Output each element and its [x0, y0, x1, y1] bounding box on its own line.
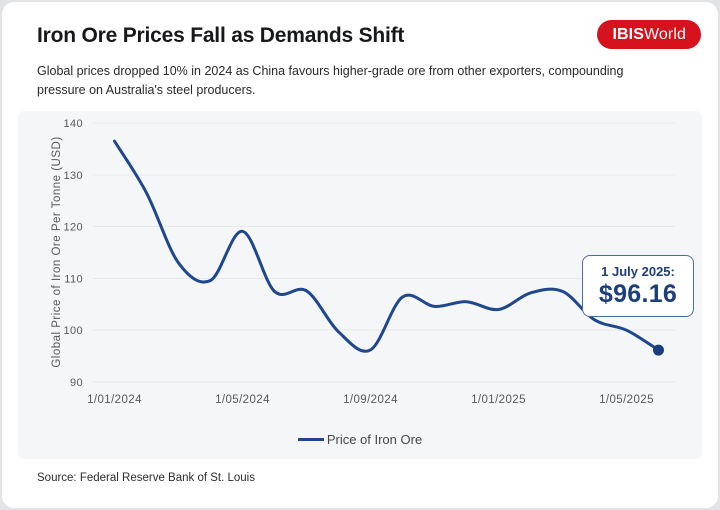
y-tick-label: 90 [70, 377, 83, 389]
logo-text-regular: World [644, 25, 686, 43]
y-tick-label: 100 [63, 325, 83, 337]
annotation-box: 1 July 2025: $96.16 [582, 255, 694, 317]
x-tick-label: 1/01/2024 [87, 394, 142, 406]
ibisworld-logo: IBIS World [597, 20, 701, 49]
x-tick-label: 1/05/2024 [215, 394, 270, 406]
end-point-marker [653, 344, 664, 356]
y-tick-label: 130 [63, 170, 83, 182]
line-chart: 90 100 110 120 130 140 1/01/2024 1/05/2024 1/09/… [63, 118, 675, 406]
y-tick-label: 120 [63, 222, 83, 234]
source-text: Source: Federal Reserve Bank of St. Loui… [37, 472, 255, 484]
chart-panel: 90 100 110 120 130 140 1/01/2024 1/05/2024 1/09/… [18, 111, 702, 459]
logo-text-bold: IBIS [612, 25, 644, 43]
y-tick-label: 110 [64, 273, 83, 285]
x-tick-label: 1/01/2025 [471, 394, 526, 406]
annotation-date: 1 July 2025: [601, 263, 675, 279]
y-tick-label: 140 [63, 118, 83, 130]
y-axis-title: Global Price of Iron Ore Per Tonne (USD) [51, 136, 63, 368]
legend-label: Price of Iron Ore [326, 432, 423, 447]
legend: Price of Iron Ore [18, 432, 702, 447]
page-title: Iron Ore Prices Fall as Demands Shift [37, 24, 405, 47]
x-tick-label: 1/05/2025 [599, 394, 654, 406]
legend-line-swatch [297, 438, 324, 441]
x-tick-label: 1/09/2024 [343, 394, 398, 406]
price-line [113, 139, 660, 353]
annotation-value: $96.16 [598, 279, 678, 308]
chart-subtitle: Global prices dropped 10% in 2024 as Chi… [37, 64, 624, 98]
